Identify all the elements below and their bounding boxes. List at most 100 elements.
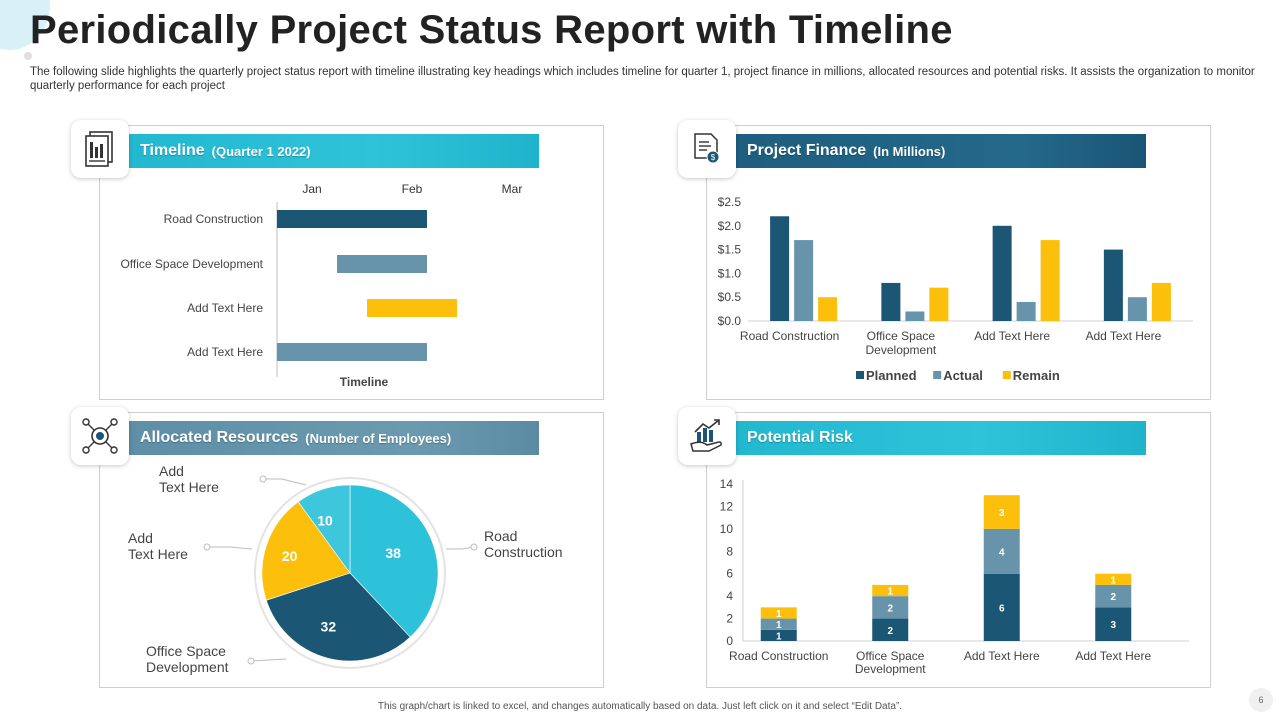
pie-callout-label: Text Here bbox=[159, 479, 219, 495]
risk-y-tick: 4 bbox=[726, 589, 733, 603]
risk-y-tick: 2 bbox=[726, 612, 733, 626]
risk-bar-value-label: 2 bbox=[1110, 592, 1116, 603]
pie-leader-dot bbox=[203, 543, 211, 551]
risk-y-tick: 10 bbox=[720, 522, 734, 536]
svg-text:$: $ bbox=[711, 153, 716, 162]
finance-bar bbox=[1151, 282, 1171, 321]
timeline-axis-title: Timeline bbox=[340, 375, 389, 389]
finance-legend-label: Planned bbox=[866, 368, 917, 383]
risk-category-label: Road Construction bbox=[729, 649, 828, 663]
risk-bar-segment bbox=[760, 618, 797, 630]
timeline-bar bbox=[337, 255, 427, 273]
finance-legend-swatch bbox=[933, 371, 942, 379]
pie-leader-line bbox=[210, 546, 253, 550]
risk-category-label: Development bbox=[855, 662, 926, 676]
finance-bar bbox=[1016, 301, 1036, 321]
risk-bar-segment bbox=[872, 618, 909, 641]
corner-dot bbox=[24, 52, 32, 60]
risk-bar-segment bbox=[983, 528, 1020, 574]
risk-bar-segment bbox=[1095, 573, 1132, 585]
timeline-bar bbox=[277, 210, 427, 228]
pie-leader-line bbox=[266, 478, 307, 486]
finance-y-tick: $1.5 bbox=[718, 243, 742, 257]
page-number: 6 bbox=[1249, 688, 1273, 712]
risk-bar-segment bbox=[872, 584, 909, 597]
report-document-icon bbox=[85, 131, 113, 167]
risk-y-tick: 6 bbox=[726, 567, 733, 581]
finance-panel bbox=[706, 125, 1211, 400]
finance-bar bbox=[818, 297, 838, 321]
pie-callout-label: Construction bbox=[484, 544, 563, 560]
risk-category-label: Add Text Here bbox=[1075, 649, 1151, 663]
resources-banner: Allocated Resources (Number of Employees… bbox=[128, 421, 539, 455]
timeline-month-label: Mar bbox=[502, 182, 523, 196]
timeline-bar bbox=[367, 299, 457, 317]
page-subtitle: The following slide highlights the quart… bbox=[30, 66, 1255, 92]
pie-callout-label: Text Here bbox=[128, 546, 188, 562]
finance-legend-swatch bbox=[1002, 371, 1011, 379]
risk-banner-title: Potential Risk bbox=[747, 429, 853, 446]
risk-bar-segment bbox=[872, 596, 909, 619]
finance-icon-box: $ bbox=[678, 120, 736, 178]
pie-leader-dot bbox=[247, 657, 255, 665]
pie-value-label: 38 bbox=[385, 545, 401, 561]
risk-bar-segment bbox=[1095, 584, 1132, 608]
risk-bar-value-label: 1 bbox=[776, 609, 782, 620]
resource-network-icon bbox=[82, 418, 118, 454]
pie-callout-label: Road bbox=[484, 528, 517, 544]
risk-bar-segment bbox=[760, 607, 797, 619]
pie-callout-label: Add bbox=[128, 530, 153, 546]
risk-bar-value-label: 1 bbox=[887, 587, 893, 598]
finance-bar bbox=[1127, 297, 1147, 321]
resources-banner-subtitle: (Number of Employees) bbox=[305, 430, 452, 446]
finance-bar bbox=[1103, 249, 1123, 321]
timeline-banner: Timeline (Quarter 1 2022) bbox=[128, 134, 539, 168]
risk-y-tick: 8 bbox=[726, 544, 733, 558]
finance-category-label: Add Text Here bbox=[974, 329, 1050, 343]
timeline-chart: Jan Feb Mar Road Construction Office Space D… bbox=[120, 182, 523, 389]
pie-leader-dot bbox=[470, 543, 478, 551]
growth-chart-hand-icon bbox=[690, 419, 722, 452]
finance-banner-title: Project Finance bbox=[747, 142, 867, 159]
finance-y-tick: $1.0 bbox=[718, 266, 742, 280]
finance-legend-label: Actual bbox=[943, 368, 983, 383]
finance-bar bbox=[794, 240, 814, 321]
finance-y-tick: $0.5 bbox=[718, 290, 742, 304]
finance-bar bbox=[1040, 240, 1060, 321]
risk-category-label: Office Space bbox=[856, 649, 925, 663]
finance-document-icon: $ bbox=[694, 133, 720, 164]
pie-slice bbox=[349, 484, 439, 638]
finance-bar bbox=[770, 216, 790, 321]
finance-legend-label: Remain bbox=[1013, 368, 1060, 383]
timeline-icon-box bbox=[71, 120, 129, 178]
finance-y-tick: $2.0 bbox=[718, 219, 742, 233]
finance-category-label: Add Text Here bbox=[1085, 329, 1161, 343]
pie-leader-line bbox=[446, 546, 475, 550]
risk-category-label: Add Text Here bbox=[964, 649, 1040, 663]
finance-bar bbox=[992, 225, 1012, 321]
pie-slice bbox=[265, 572, 411, 662]
finance-category-label: Development bbox=[866, 343, 937, 357]
resources-icon-box bbox=[71, 407, 129, 465]
risk-bar-value-label: 2 bbox=[887, 626, 893, 637]
risk-bar-segment bbox=[983, 495, 1020, 529]
risk-bar-value-label: 3 bbox=[1110, 620, 1116, 631]
finance-chart: $0.0 $0.5 $1.0 $1.5 $2.0 $2.5 Road Constructio… bbox=[718, 195, 1193, 383]
risk-bar-value-label: 1 bbox=[776, 631, 782, 642]
risk-panel bbox=[706, 412, 1211, 688]
risk-bar-segment bbox=[1095, 607, 1132, 641]
timeline-banner-title: Timeline bbox=[140, 142, 205, 159]
pie-slice bbox=[297, 484, 351, 574]
pie-callout-label: Add bbox=[159, 463, 184, 479]
pie-value-label: 20 bbox=[282, 548, 298, 564]
timeline-task-label: Add Text Here bbox=[187, 345, 263, 359]
pie-slice bbox=[261, 501, 351, 601]
risk-bar-segment bbox=[760, 629, 797, 641]
risk-icon-box bbox=[678, 407, 736, 465]
timeline-month-label: Jan bbox=[302, 182, 321, 196]
timeline-month-label: Feb bbox=[402, 182, 423, 196]
timeline-bar bbox=[277, 343, 427, 361]
finance-bar bbox=[905, 311, 925, 321]
finance-banner-subtitle: (In Millions) bbox=[873, 143, 946, 159]
